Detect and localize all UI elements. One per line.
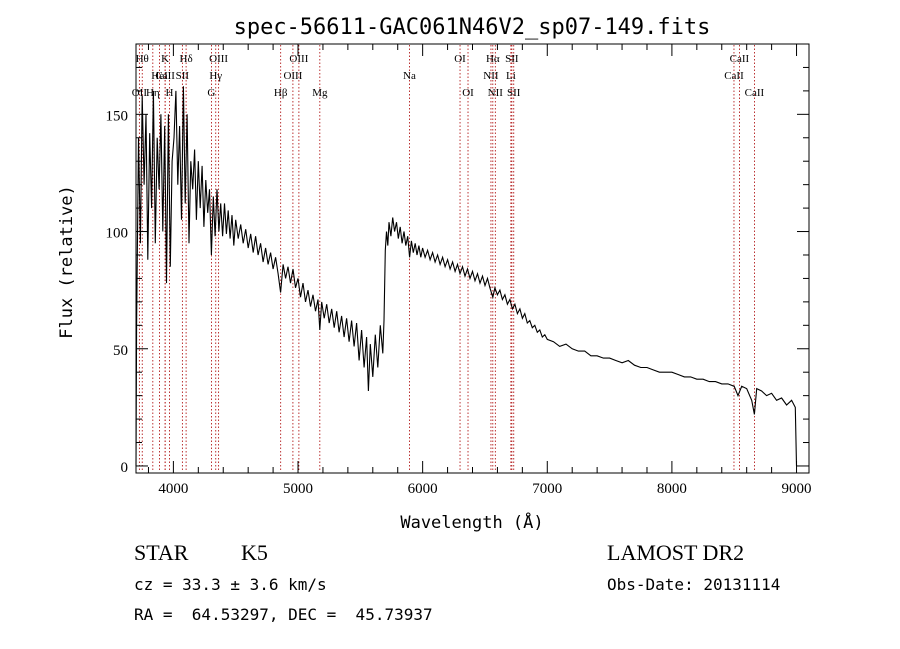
line-marker-label: SII bbox=[505, 53, 519, 65]
line-marker-label: CaII bbox=[724, 70, 744, 82]
line-marker-label: NII bbox=[488, 87, 504, 99]
line-marker-label: Hδ bbox=[180, 53, 193, 65]
spectrum-line bbox=[135, 86, 798, 467]
x-tick-label: 6000 bbox=[408, 481, 438, 497]
survey-name: LAMOST DR2 bbox=[607, 540, 744, 565]
line-marker-label: G bbox=[207, 87, 215, 99]
line-marker-label: SII bbox=[507, 87, 521, 99]
line-marker-label: Hθ bbox=[136, 53, 149, 65]
x-tick-label: 7000 bbox=[532, 481, 562, 497]
object-subclass: K5 bbox=[241, 540, 268, 565]
line-marker-label: NII bbox=[483, 70, 499, 82]
line-marker-label: CaII bbox=[745, 87, 765, 99]
line-marker-label: OIII bbox=[289, 53, 308, 65]
line-marker-label: SII bbox=[176, 70, 190, 82]
line-marker-label: Na bbox=[403, 70, 416, 82]
line-marker-label: K bbox=[161, 53, 169, 65]
y-tick-label: 0 bbox=[121, 460, 129, 476]
x-axis: 4000 5000 6000 7000 8000 9000 bbox=[147, 44, 812, 497]
line-marker-label: OIII bbox=[283, 70, 302, 82]
x-tick-label: 9000 bbox=[782, 481, 812, 497]
line-marker-label: Hγ bbox=[209, 70, 222, 82]
x-axis-label: Wavelength (Å) bbox=[400, 511, 543, 533]
line-marker-label: CaII bbox=[155, 70, 175, 82]
line-marker-label: OI bbox=[462, 87, 474, 99]
x-tick-label: 5000 bbox=[283, 481, 313, 497]
object-class: STAR bbox=[134, 540, 189, 565]
line-marker-label: HeI bbox=[151, 70, 168, 82]
redshift-text: cz = 33.3 ± 3.6 km/s bbox=[134, 575, 327, 594]
y-tick-label: 100 bbox=[106, 226, 129, 242]
obs-date-text: Obs-Date: 20131114 bbox=[607, 575, 780, 594]
line-marker-label: H bbox=[166, 87, 174, 99]
line-marker-label: OI bbox=[454, 53, 466, 65]
line-marker-label: Hα bbox=[486, 53, 500, 65]
line-marker-label: Li bbox=[506, 70, 516, 82]
y-tick-label: 150 bbox=[106, 108, 129, 124]
y-axis-label: Flux (relative) bbox=[57, 185, 77, 339]
line-marker-lines bbox=[138, 45, 755, 472]
line-marker-label: CaII bbox=[730, 53, 750, 65]
line-marker-label: OIII bbox=[209, 53, 228, 65]
y-tick-label: 50 bbox=[113, 343, 128, 359]
y-axis: 0 50 100 150 bbox=[106, 66, 809, 476]
coordinates-text: RA = 64.53297, DEC = 45.73937 bbox=[134, 605, 433, 624]
x-tick-label: 4000 bbox=[158, 481, 188, 497]
line-marker-label: Hβ bbox=[274, 87, 288, 99]
line-marker-label: Mg bbox=[312, 87, 328, 99]
chart-title: spec-56611-GAC061N46V2_sp07-149.fits bbox=[234, 15, 711, 40]
x-tick-label: 8000 bbox=[657, 481, 687, 497]
